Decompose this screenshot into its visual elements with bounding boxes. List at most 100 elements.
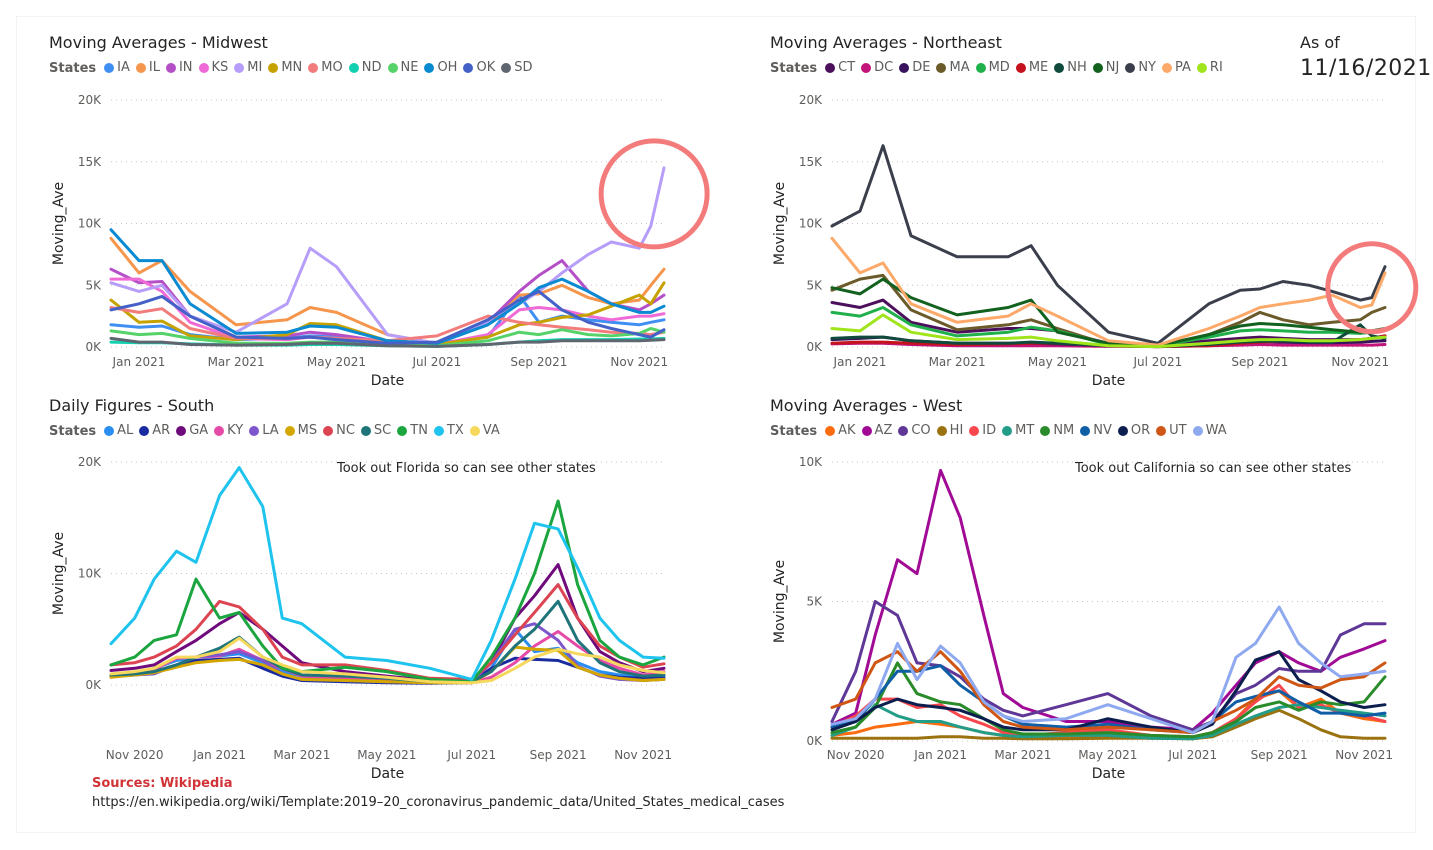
chart-annotation-text: Took out California so can see other sta… — [1074, 461, 1352, 476]
legend-item-or[interactable]: OR — [1117, 423, 1151, 438]
legend-item-nj[interactable]: NJ — [1092, 60, 1119, 75]
legend-item-ks[interactable]: KS — [198, 60, 228, 75]
legend-item-nh[interactable]: NH — [1054, 60, 1087, 75]
series-line-pa[interactable] — [830, 236, 1387, 347]
legend-dot-icon — [249, 425, 260, 436]
y-axis-title: Moving_Ave — [51, 532, 67, 615]
series-line-or[interactable] — [830, 650, 1387, 735]
x-axis-title: Date — [1092, 766, 1125, 782]
legend-dot-icon — [387, 62, 398, 73]
legend-item-sd[interactable]: SD — [501, 60, 533, 75]
x-tick-label: Sep 2021 — [510, 355, 567, 369]
x-tick-label: Sep 2021 — [1231, 355, 1288, 369]
chart-annotation-text: Took out Florida so can see other states — [336, 461, 596, 476]
legend-item-hi[interactable]: HI — [936, 423, 963, 438]
legend-item-tn[interactable]: TN — [397, 423, 428, 438]
legend-item-ct[interactable]: CT — [825, 60, 855, 75]
legend-item-mi[interactable]: MI — [234, 60, 262, 75]
legend-item-ne[interactable]: NE — [387, 60, 419, 75]
legend-item-ms[interactable]: MS — [284, 423, 317, 438]
legend-dot-icon — [268, 62, 279, 73]
legend-item-il[interactable]: IL — [135, 60, 160, 75]
legend-item-oh[interactable]: OH — [424, 60, 457, 75]
legend-label: NE — [400, 60, 419, 75]
legend-item-va[interactable]: VA — [469, 423, 500, 438]
legend-item-la[interactable]: LA — [249, 423, 279, 438]
x-tick-label: Mar 2021 — [273, 748, 330, 762]
legend-item-ma[interactable]: MA — [936, 60, 970, 75]
series-line-mo[interactable] — [109, 306, 666, 343]
legend-item-ar[interactable]: AR — [139, 423, 170, 438]
y-tick-label: 5K — [806, 595, 823, 609]
series-line-in[interactable] — [109, 259, 666, 345]
legend-item-ia[interactable]: IA — [104, 60, 130, 75]
legend-item-pa[interactable]: PA — [1162, 60, 1191, 75]
legend-item-nm[interactable]: NM — [1040, 423, 1074, 438]
legend-item-ak[interactable]: AK — [825, 423, 856, 438]
x-tick-label: Jan 2021 — [833, 355, 887, 369]
legend-item-de[interactable]: DE — [899, 60, 930, 75]
legend-label: NM — [1053, 423, 1075, 438]
legend-item-ri[interactable]: RI — [1196, 60, 1223, 75]
legend-item-az[interactable]: AZ — [861, 423, 893, 438]
series-line-az[interactable] — [830, 468, 1387, 732]
series-line-tn[interactable] — [109, 499, 666, 684]
series-line-ms[interactable] — [109, 645, 666, 685]
legend-item-tx[interactable]: TX — [433, 423, 464, 438]
legend-item-ky[interactable]: KY — [214, 423, 243, 438]
series-line-ri[interactable] — [830, 313, 1387, 349]
x-tick-label: Jul 2021 — [411, 355, 461, 369]
legend-item-mo[interactable]: MO — [308, 60, 343, 75]
y-tick-label: 20K — [78, 455, 102, 469]
legend-item-dc[interactable]: DC — [861, 60, 893, 75]
series-line-va[interactable] — [109, 636, 666, 685]
legend-item-nd[interactable]: ND — [348, 60, 382, 75]
south-chart-panel: Daily Figures - South States AL AR GA KY LA M… — [49, 396, 729, 786]
series-line-wa[interactable] — [830, 605, 1387, 735]
legend-item-wa[interactable]: WA — [1192, 423, 1227, 438]
legend-label: RI — [1209, 60, 1223, 75]
legend-item-ok[interactable]: OK — [463, 60, 495, 75]
series-line-tx[interactable] — [109, 466, 666, 681]
series-line-nm[interactable] — [830, 661, 1387, 739]
series-line-sd[interactable] — [109, 336, 666, 348]
x-tick-label: Nov 2020 — [827, 748, 885, 762]
legend-item-ut[interactable]: UT — [1156, 423, 1187, 438]
sources-url[interactable]: https://en.wikipedia.org/wiki/Template:2… — [92, 795, 785, 810]
legend-label: OR — [1130, 423, 1151, 438]
series-line-ny[interactable] — [830, 144, 1387, 345]
x-tick-label: Jan 2021 — [192, 748, 246, 762]
legend-item-nv[interactable]: NV — [1080, 423, 1112, 438]
legend-item-mn[interactable]: MN — [268, 60, 302, 75]
series-line-hi[interactable] — [830, 708, 1387, 741]
legend-item-id[interactable]: ID — [969, 423, 996, 438]
legend-item-mt[interactable]: MT — [1002, 423, 1034, 438]
legend-item-sc[interactable]: SC — [360, 423, 391, 438]
legend-dot-icon — [323, 425, 334, 436]
chart-legend: States AK AZ CO HI ID MT NM NV OR UT WA — [770, 423, 1233, 440]
legend-label: SD — [514, 60, 533, 75]
legend-dot-icon — [969, 425, 980, 436]
series-line-ma[interactable] — [830, 273, 1387, 348]
legend-dot-icon — [1156, 425, 1167, 436]
x-tick-label: Sep 2021 — [1251, 748, 1308, 762]
legend-item-md[interactable]: MD — [975, 60, 1010, 75]
legend-item-ga[interactable]: GA — [176, 423, 208, 438]
series-line-co[interactable] — [830, 600, 1387, 732]
legend-label: DC — [874, 60, 894, 75]
series-line-nv[interactable] — [830, 664, 1387, 735]
legend-item-co[interactable]: CO — [898, 423, 931, 438]
legend-item-ny[interactable]: NY — [1125, 60, 1156, 75]
legend-dot-icon — [360, 425, 371, 436]
legend-item-me[interactable]: ME — [1015, 60, 1048, 75]
legend-item-in[interactable]: IN — [165, 60, 193, 75]
legend-item-nc[interactable]: NC — [323, 423, 355, 438]
series-line-ok[interactable] — [109, 289, 666, 345]
legend-dot-icon — [936, 425, 947, 436]
y-axis-title: Moving_Ave — [772, 560, 788, 643]
legend-item-al[interactable]: AL — [104, 423, 133, 438]
legend-label: AZ — [874, 423, 893, 438]
legend-dot-icon — [397, 425, 408, 436]
y-tick-label: 0K — [806, 340, 823, 354]
series-line-oh[interactable] — [109, 228, 666, 345]
